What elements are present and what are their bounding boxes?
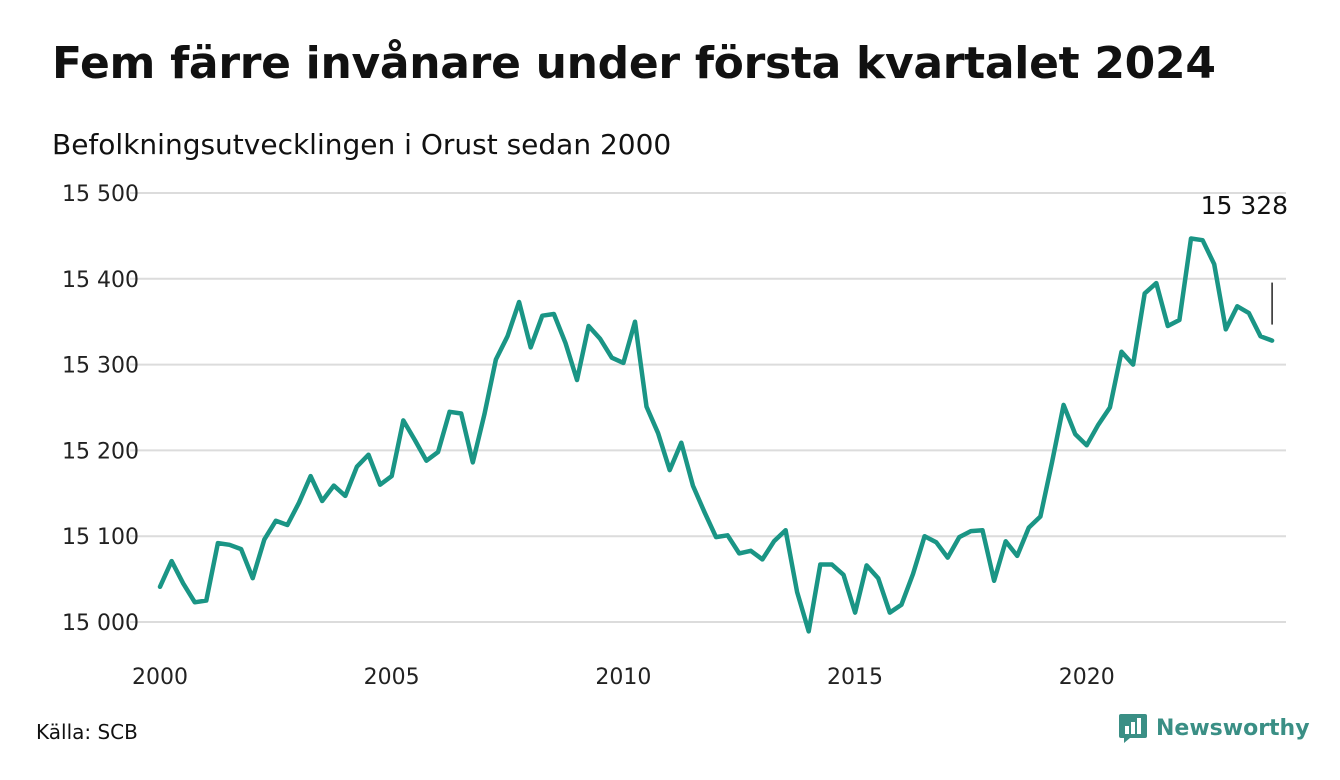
x-tick-label: 2015 [827, 665, 883, 690]
population-line [157, 236, 1275, 634]
latest-value-label: 15 328 [1201, 191, 1288, 220]
y-tick-label: 15 000 [62, 611, 139, 636]
x-tick-label: 2010 [595, 665, 651, 690]
chart-subtitle: Befolkningsutvecklingen i Orust sedan 20… [52, 128, 672, 161]
y-tick-label: 15 100 [62, 525, 139, 550]
x-tick-label: 2020 [1059, 665, 1115, 690]
newsworthy-logo-icon [1119, 714, 1147, 743]
brand-logo[interactable]: Newsworthy [1118, 712, 1310, 744]
x-tick-label: 2000 [132, 665, 188, 690]
y-tick-label: 15 200 [62, 439, 139, 464]
y-tick-label: 15 300 [62, 354, 139, 379]
x-tick-label: 2005 [364, 665, 420, 690]
brand-name: Newsworthy [1156, 715, 1310, 741]
y-tick-label: 15 500 [62, 182, 139, 207]
source-label: Källa: SCB [36, 720, 138, 744]
line-chart: 15 000 15 100 15 200 15 300 15 400 15 500 200… [62, 182, 1288, 690]
y-tick-label: 15 400 [62, 268, 139, 293]
chart-title: Fem färre invånare under första kvartale… [52, 38, 1216, 89]
